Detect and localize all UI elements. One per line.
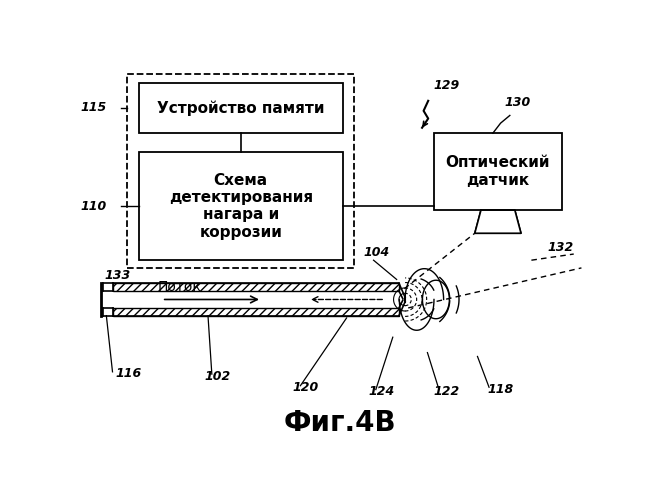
Bar: [139, 152, 342, 260]
Text: Схема
детектирования
нагара и
коррозии: Схема детектирования нагара и коррозии: [169, 172, 313, 240]
Text: 133: 133: [104, 270, 130, 282]
Bar: [112, 284, 399, 291]
Text: Поток: Поток: [158, 280, 201, 294]
Text: 104: 104: [364, 246, 390, 260]
Bar: [112, 284, 399, 291]
Bar: [434, 133, 562, 210]
Text: 116: 116: [116, 367, 142, 380]
Text: 122: 122: [434, 385, 460, 398]
Bar: [139, 83, 342, 133]
Text: Фиг.4В: Фиг.4В: [284, 410, 397, 438]
Bar: [112, 308, 399, 316]
Text: 115: 115: [80, 101, 106, 114]
Bar: [112, 291, 399, 308]
Text: 102: 102: [204, 370, 230, 382]
Text: 132: 132: [547, 241, 574, 254]
Text: 129: 129: [434, 80, 460, 92]
Polygon shape: [475, 210, 521, 233]
Text: 118: 118: [487, 382, 514, 396]
Text: 124: 124: [368, 385, 394, 398]
Text: 120: 120: [293, 381, 319, 394]
Text: 130: 130: [505, 96, 531, 109]
Bar: [127, 74, 354, 268]
Text: Оптический
датчик: Оптический датчик: [446, 156, 550, 188]
Text: 110: 110: [80, 200, 106, 213]
Text: Устройство памяти: Устройство памяти: [157, 100, 325, 116]
Bar: [112, 308, 399, 316]
